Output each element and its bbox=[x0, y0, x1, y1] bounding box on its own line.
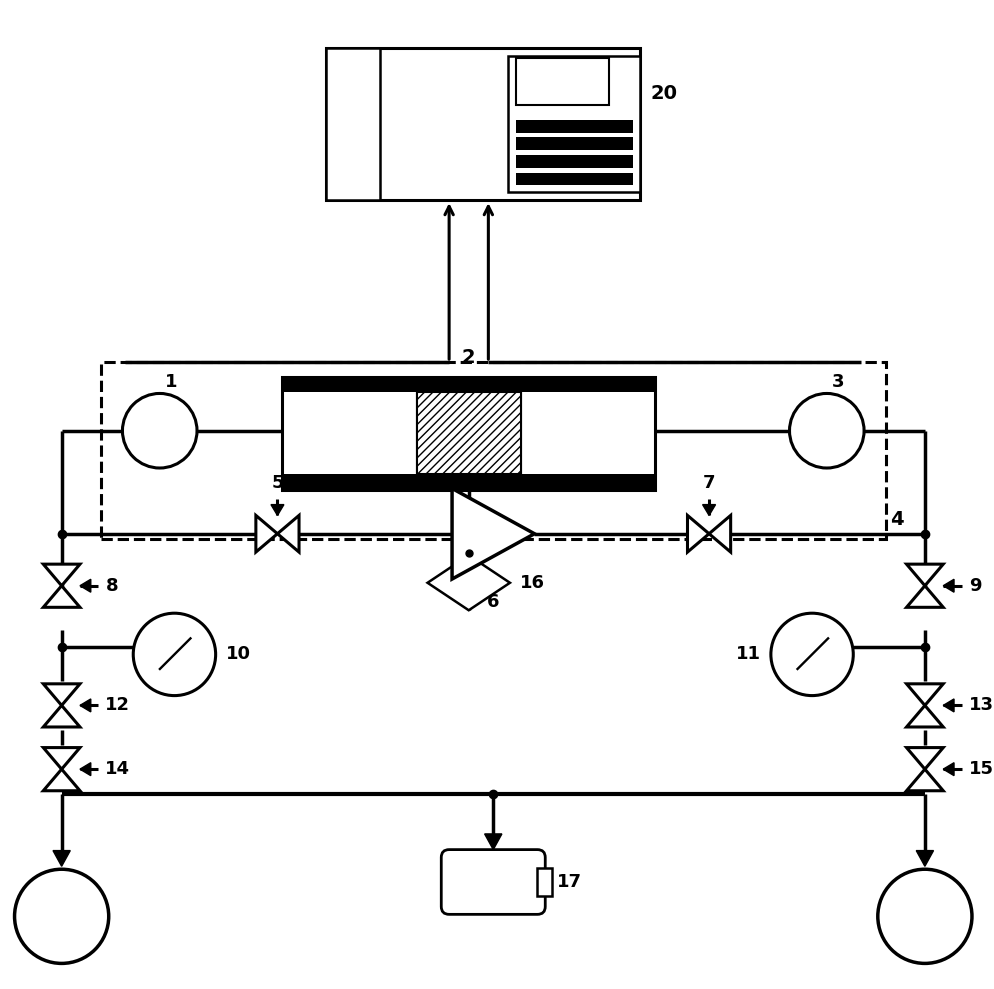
Text: 13: 13 bbox=[968, 696, 993, 714]
Polygon shape bbox=[906, 564, 942, 585]
Polygon shape bbox=[44, 705, 80, 727]
Polygon shape bbox=[80, 580, 90, 592]
Polygon shape bbox=[80, 699, 90, 712]
Polygon shape bbox=[906, 769, 942, 791]
FancyBboxPatch shape bbox=[440, 850, 545, 915]
Text: 16: 16 bbox=[519, 574, 544, 591]
Circle shape bbox=[15, 869, 108, 963]
Bar bbox=[282, 474, 654, 490]
Text: 10: 10 bbox=[226, 646, 250, 664]
Text: 12: 12 bbox=[105, 696, 130, 714]
Polygon shape bbox=[906, 585, 942, 607]
Text: 3: 3 bbox=[831, 374, 843, 392]
Polygon shape bbox=[942, 580, 953, 592]
Polygon shape bbox=[44, 769, 80, 791]
Bar bbox=[326, 48, 640, 200]
Polygon shape bbox=[709, 515, 730, 552]
Text: 1: 1 bbox=[164, 374, 177, 392]
Polygon shape bbox=[702, 504, 715, 515]
Circle shape bbox=[122, 394, 197, 468]
Text: 6: 6 bbox=[486, 593, 499, 611]
Polygon shape bbox=[687, 515, 709, 552]
Polygon shape bbox=[44, 748, 80, 769]
Polygon shape bbox=[906, 705, 942, 727]
Bar bbox=[515, 58, 608, 105]
Polygon shape bbox=[427, 555, 510, 610]
Text: 7: 7 bbox=[702, 474, 715, 493]
Text: 11: 11 bbox=[736, 646, 760, 664]
Polygon shape bbox=[915, 851, 932, 866]
Text: 18: 18 bbox=[49, 907, 75, 926]
Polygon shape bbox=[484, 834, 501, 850]
Polygon shape bbox=[80, 763, 90, 775]
Text: 2: 2 bbox=[461, 348, 475, 367]
Polygon shape bbox=[942, 763, 953, 775]
Polygon shape bbox=[44, 585, 80, 607]
Polygon shape bbox=[255, 515, 277, 552]
Polygon shape bbox=[270, 504, 283, 515]
Bar bbox=[282, 377, 654, 393]
Bar bbox=[537, 868, 552, 896]
Text: 5: 5 bbox=[271, 474, 283, 493]
Polygon shape bbox=[906, 683, 942, 705]
Polygon shape bbox=[277, 515, 299, 552]
Polygon shape bbox=[53, 851, 71, 866]
Text: 14: 14 bbox=[105, 761, 130, 778]
Polygon shape bbox=[451, 489, 534, 580]
Bar bbox=[100, 362, 885, 539]
Circle shape bbox=[133, 613, 216, 695]
Text: 4: 4 bbox=[890, 510, 904, 529]
Polygon shape bbox=[906, 748, 942, 769]
Text: 15: 15 bbox=[968, 761, 993, 778]
Bar bbox=[515, 137, 632, 150]
Bar bbox=[508, 56, 640, 193]
Bar bbox=[515, 120, 632, 133]
Circle shape bbox=[788, 394, 863, 468]
Polygon shape bbox=[44, 683, 80, 705]
Text: 8: 8 bbox=[105, 577, 118, 594]
Bar bbox=[515, 173, 632, 186]
Bar bbox=[282, 377, 654, 490]
Text: 9: 9 bbox=[968, 577, 980, 594]
Text: 19: 19 bbox=[911, 907, 936, 926]
Text: 17: 17 bbox=[557, 873, 581, 891]
Bar bbox=[515, 155, 632, 168]
Bar bbox=[326, 48, 380, 200]
Circle shape bbox=[877, 869, 971, 963]
Text: 20: 20 bbox=[649, 84, 677, 103]
Polygon shape bbox=[942, 699, 953, 712]
Polygon shape bbox=[44, 564, 80, 585]
Circle shape bbox=[770, 613, 853, 695]
Bar bbox=[416, 393, 521, 474]
